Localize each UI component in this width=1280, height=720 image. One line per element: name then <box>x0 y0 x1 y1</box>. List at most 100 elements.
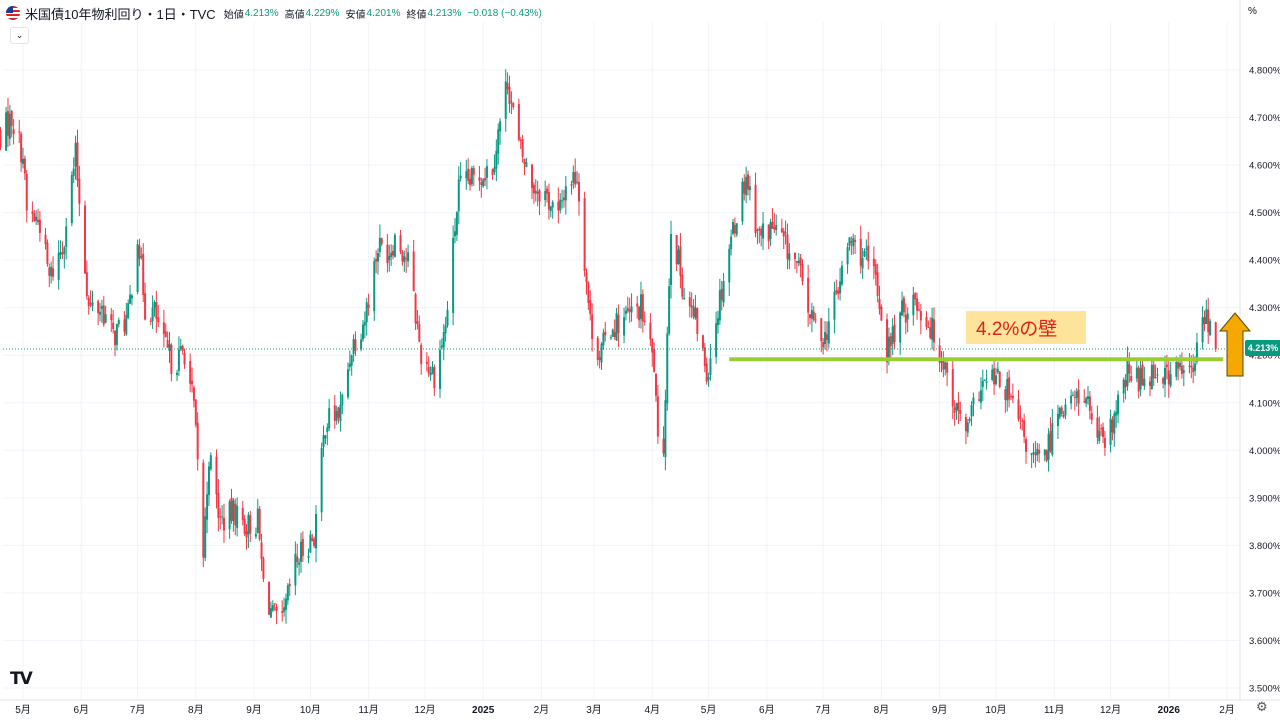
candle-body <box>730 236 733 250</box>
candle-body <box>129 294 132 304</box>
candle-body <box>1115 411 1118 416</box>
candle-body <box>837 290 840 295</box>
candle-body <box>307 555 310 558</box>
candle-body <box>715 323 718 357</box>
candle-body <box>628 309 631 312</box>
candle-body <box>1100 428 1103 430</box>
collapse-legend-button[interactable]: ⌄ <box>10 27 29 44</box>
candle-body <box>677 249 680 265</box>
candle-body <box>771 222 774 229</box>
x-tick-label: 2026 <box>1158 705 1181 716</box>
candle-body <box>110 314 113 321</box>
candle-body <box>799 257 802 265</box>
candle-body <box>953 407 956 413</box>
candle-body <box>1209 320 1212 336</box>
candle-body <box>1083 400 1086 402</box>
candle-body <box>401 251 404 262</box>
candle-body <box>929 327 932 338</box>
y-tick-label: 4.700% <box>1249 113 1280 124</box>
gear-icon[interactable]: ⚙ <box>1256 699 1268 714</box>
candle-body <box>912 294 915 316</box>
candle-body <box>405 258 408 260</box>
x-tick-label: 8月 <box>188 704 204 716</box>
candle-body <box>754 184 757 233</box>
high-label: 高値 <box>284 9 305 21</box>
candle-body <box>83 205 86 274</box>
candle-body <box>204 516 207 558</box>
candle-body <box>741 181 744 222</box>
candle-body <box>1043 449 1046 456</box>
tradingview-logo[interactable]: TV <box>10 669 33 689</box>
symbol-title[interactable]: 米国債10年物利回り・1日・TVC <box>25 6 216 22</box>
candle-body <box>228 501 231 530</box>
candle-body <box>793 252 796 260</box>
candle-body <box>1096 417 1099 438</box>
candle-body <box>1179 362 1182 367</box>
candle-body <box>459 175 462 179</box>
y-axis[interactable]: 4.800% 4.700% 4.600% 4.500% 4.400% 4.300% 4.20… <box>1249 66 1280 695</box>
candle-body <box>350 355 353 366</box>
candle-body <box>854 240 857 242</box>
price-scale-unit[interactable]: % <box>1248 6 1257 17</box>
up-arrow-icon <box>1218 312 1252 377</box>
candle-body <box>835 289 838 293</box>
candle-body <box>1102 427 1105 438</box>
candle-body <box>181 345 184 351</box>
candle-body <box>564 186 567 201</box>
candle-body <box>1137 367 1140 392</box>
candle-body <box>549 206 552 212</box>
candle-body <box>427 367 430 374</box>
candle-body <box>313 539 316 546</box>
candle-body <box>852 238 855 247</box>
candle-body <box>18 131 21 133</box>
x-tick-label: 2月 <box>1219 704 1235 716</box>
candle-body <box>1060 407 1063 415</box>
candle-body <box>839 281 842 294</box>
candle-body <box>735 223 738 235</box>
candle-body <box>1073 396 1076 398</box>
candle-body <box>615 313 618 341</box>
candle-body <box>1023 420 1026 437</box>
candle-body <box>168 344 171 351</box>
candle-body <box>512 103 515 107</box>
candle-body <box>968 418 971 421</box>
candle-body <box>433 367 436 389</box>
candle-body <box>983 379 986 381</box>
candle-body <box>1004 389 1007 400</box>
candle-body <box>1038 450 1041 454</box>
candle-body <box>196 422 199 460</box>
candle-body <box>100 306 103 309</box>
candle-body <box>653 349 656 372</box>
candle-body <box>587 281 590 303</box>
candle-body <box>957 402 960 412</box>
candle-body <box>63 247 66 255</box>
candle-body <box>149 320 152 322</box>
candle-body <box>390 252 393 257</box>
candle-body <box>112 322 115 329</box>
candle-body <box>891 326 894 345</box>
candle-body <box>354 339 357 351</box>
candle-body <box>872 258 875 267</box>
candle-body <box>720 288 723 301</box>
y-tick-label: 3.700% <box>1249 588 1280 599</box>
candle-body <box>1008 377 1011 400</box>
candle-body <box>179 346 182 350</box>
candle-body <box>1175 362 1178 377</box>
candle-body <box>206 494 209 520</box>
candle-body <box>283 607 286 612</box>
candle-body <box>50 266 53 277</box>
candle-body <box>219 516 222 518</box>
candle-body <box>1143 378 1146 387</box>
candle-body <box>61 252 64 254</box>
candle-body <box>694 307 697 319</box>
candle-body <box>705 363 708 382</box>
candle-body <box>1045 450 1048 461</box>
x-axis[interactable]: 5月 6月 7月 8月 9月 10月 11月 12月 2025 2月 3月 4月 5月 6月 7月 8月 9月 1… <box>15 704 1235 716</box>
candle-body <box>942 361 945 370</box>
candle-body <box>825 334 828 341</box>
candle-body <box>1180 365 1183 374</box>
candle-body <box>194 399 197 425</box>
candle-body <box>561 200 564 202</box>
open-label: 始値 <box>223 9 244 21</box>
